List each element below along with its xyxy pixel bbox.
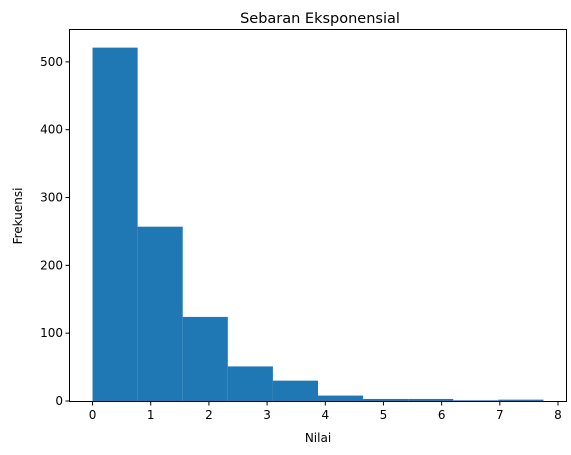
x-tick-label: 4 bbox=[321, 408, 329, 422]
histogram-bar bbox=[137, 226, 183, 401]
bars-group bbox=[92, 47, 544, 401]
histogram-bar bbox=[182, 316, 228, 401]
histogram-bar bbox=[92, 47, 138, 401]
y-tick-label: 100 bbox=[40, 326, 63, 340]
x-tick-label: 8 bbox=[554, 408, 562, 422]
y-tick-label: 500 bbox=[40, 55, 63, 69]
histogram-bar bbox=[408, 398, 454, 401]
x-tick-label: 3 bbox=[263, 408, 271, 422]
x-axis-label: Nilai bbox=[305, 431, 331, 445]
x-tick-label: 2 bbox=[205, 408, 213, 422]
histogram-bar bbox=[272, 380, 318, 401]
y-tick-label: 400 bbox=[40, 123, 63, 137]
x-tick-label: 6 bbox=[438, 408, 446, 422]
histogram-bar bbox=[363, 398, 409, 401]
y-axis-ticks: 0 100 200 300 400 500 bbox=[40, 55, 70, 408]
x-tick-label: 5 bbox=[380, 408, 388, 422]
x-tick-label: 1 bbox=[147, 408, 155, 422]
y-tick-label: 200 bbox=[40, 258, 63, 272]
histogram-bar bbox=[498, 399, 544, 401]
y-tick-label: 0 bbox=[55, 394, 63, 408]
plot-frame bbox=[69, 29, 567, 402]
histogram-bar bbox=[227, 366, 273, 401]
x-tick-label: 0 bbox=[89, 408, 97, 422]
histogram-bar bbox=[453, 400, 499, 401]
y-axis-label: Frekuensi bbox=[11, 188, 25, 245]
x-tick-label: 7 bbox=[496, 408, 504, 422]
histogram-bar bbox=[318, 395, 364, 401]
x-axis-ticks: 0 1 2 3 4 5 6 7 8 bbox=[89, 401, 562, 422]
y-tick-label: 300 bbox=[40, 191, 63, 205]
chart-title: Sebaran Eksponensial bbox=[240, 11, 400, 27]
